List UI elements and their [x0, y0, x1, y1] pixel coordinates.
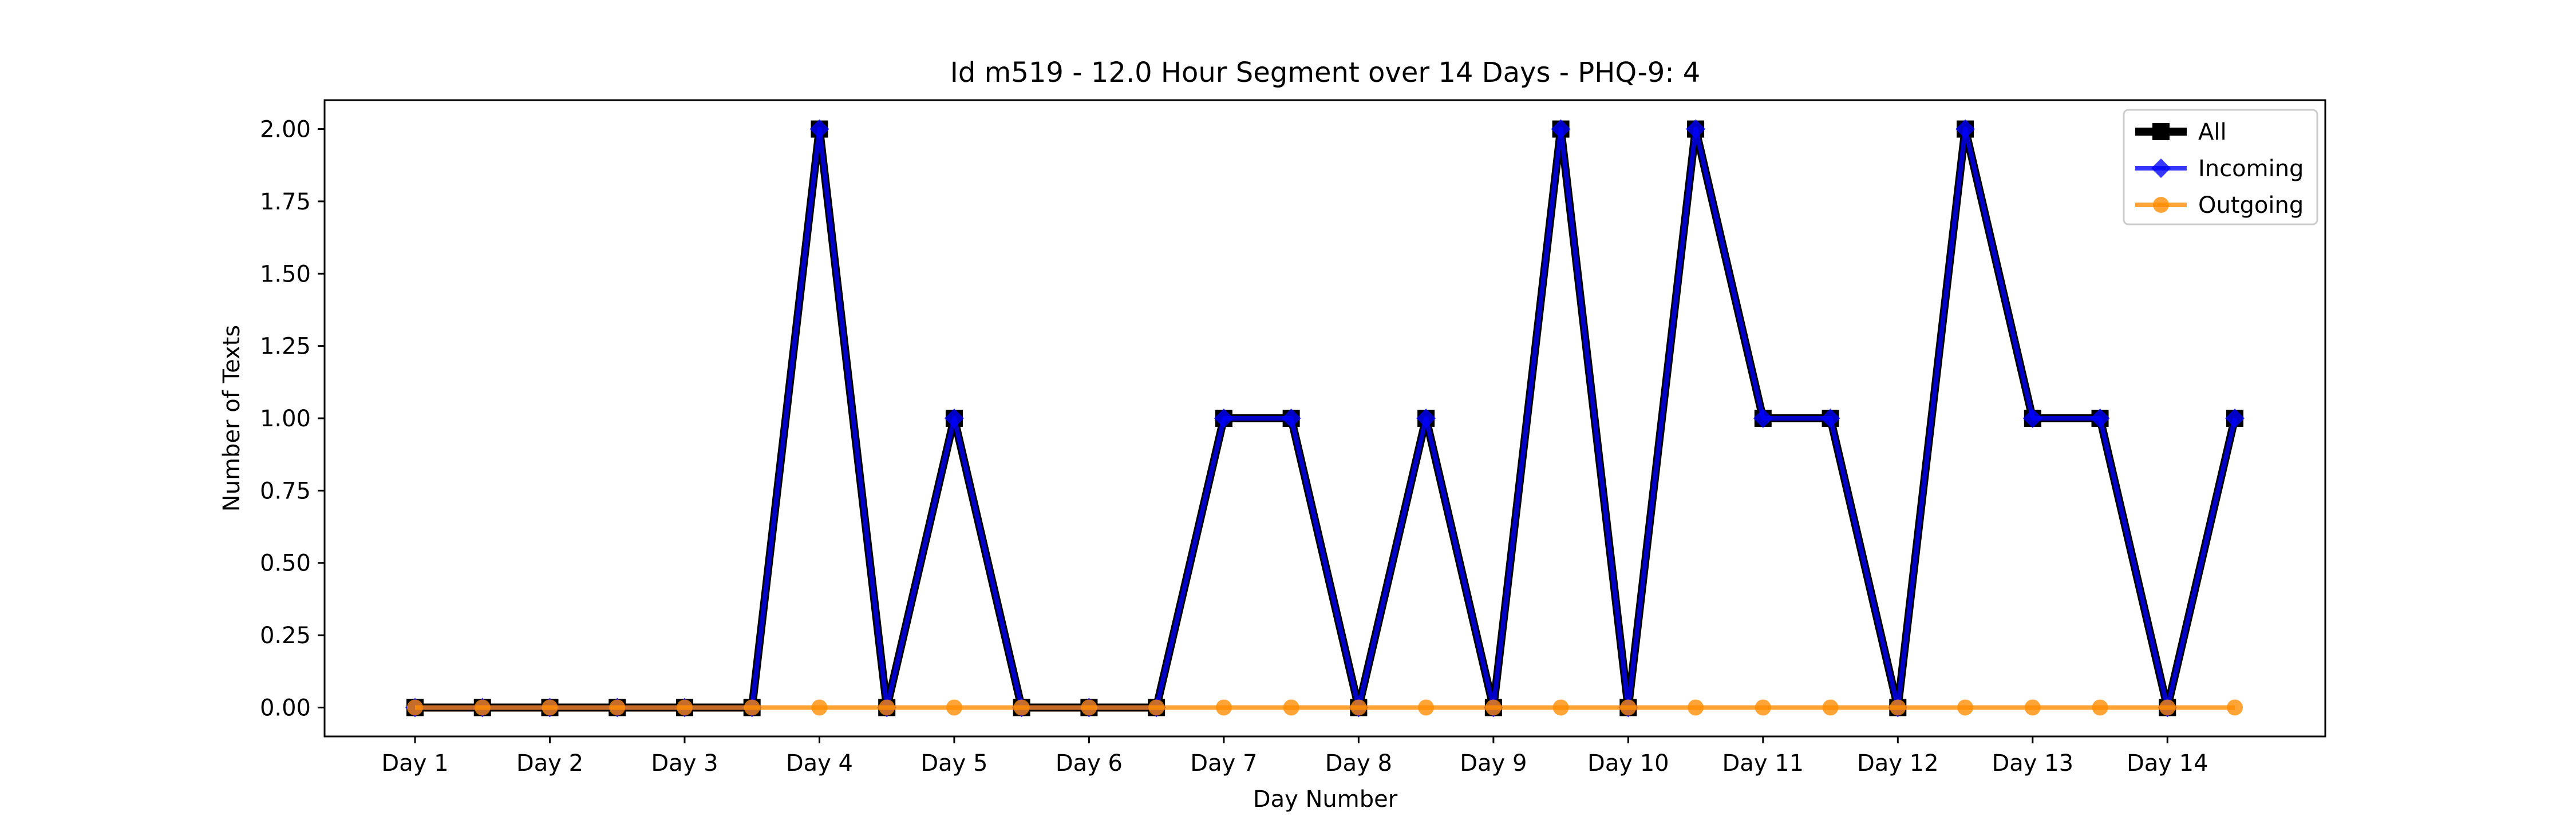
x-tick-label: Day 5: [920, 750, 987, 777]
data-point-outgoing: [744, 699, 760, 716]
y-tick-label: 1.75: [260, 189, 311, 215]
data-point-outgoing: [407, 699, 423, 716]
data-point-incoming: [1281, 409, 1301, 428]
y-tick-label: 1.00: [260, 406, 311, 432]
data-point-outgoing: [676, 699, 693, 716]
data-point-outgoing: [2024, 699, 2041, 716]
y-tick-label: 2.00: [260, 117, 311, 143]
data-point-incoming: [2090, 409, 2110, 428]
y-tick-label: 0.00: [260, 695, 311, 721]
x-tick-label: Day 13: [1992, 750, 2073, 777]
data-point-outgoing: [1890, 699, 1906, 716]
data-point-incoming: [1214, 409, 1234, 428]
data-point-outgoing: [1215, 699, 1232, 716]
x-tick-label: Day 11: [1722, 750, 1804, 777]
legend-box: [2123, 109, 2318, 225]
data-point-outgoing: [609, 699, 626, 716]
series-line-all: [415, 125, 2239, 712]
x-tick-label: Day 14: [2127, 750, 2208, 777]
data-point-incoming: [1686, 119, 1706, 139]
x-tick-label: Day 7: [1190, 750, 1257, 777]
data-point-outgoing: [1620, 699, 1637, 716]
plot-area: 0.00 0.25 0.50 0.75 1.00 1.25 1.50 1.75 2.00 Day …: [260, 99, 2326, 777]
data-point-outgoing: [811, 699, 828, 716]
data-point-incoming: [809, 119, 829, 139]
data-point-incoming: [1753, 409, 1773, 428]
y-tick-label: 1.50: [260, 261, 311, 287]
x-axis-label: Day Number: [1253, 786, 1398, 813]
data-point-outgoing: [542, 699, 558, 716]
legend-marker-outgoing: [2153, 197, 2169, 213]
y-tick-label: 0.75: [260, 478, 311, 504]
y-tick-label: 0.50: [260, 550, 311, 577]
legend-label-incoming: Incoming: [2198, 156, 2304, 182]
data-point-outgoing: [2092, 699, 2108, 716]
data-point-outgoing: [1822, 699, 1839, 716]
x-tick-label: Day 6: [1056, 750, 1123, 777]
x-tick-label: Day 9: [1460, 750, 1527, 777]
data-point-outgoing: [1688, 699, 1704, 716]
data-point-outgoing: [879, 699, 895, 716]
series-line-incoming: [415, 126, 2237, 710]
data-point-outgoing: [1013, 699, 1030, 716]
x-tick-label: Day 1: [381, 750, 448, 777]
data-point-outgoing: [1418, 699, 1435, 716]
x-tick-label: Day 8: [1325, 750, 1392, 777]
data-point-outgoing: [1350, 699, 1367, 716]
data-point-outgoing: [474, 699, 491, 716]
data-point-outgoing: [1485, 699, 1502, 716]
legend-marker-all: [2152, 123, 2170, 140]
data-point-incoming: [944, 409, 964, 428]
data-point-incoming: [1416, 409, 1436, 428]
x-tick-label: Day 12: [1857, 750, 1939, 777]
data-point-outgoing: [1081, 699, 1097, 716]
x-tick-label: Day 2: [516, 750, 583, 777]
y-axis-label: Number of Texts: [219, 325, 245, 512]
data-point-incoming: [2225, 409, 2245, 428]
data-point-outgoing: [2159, 699, 2176, 716]
legend-marker-incoming: [2151, 159, 2171, 178]
data-point-outgoing: [1755, 699, 1771, 716]
data-point-outgoing: [1552, 699, 1569, 716]
data-point-outgoing: [1957, 699, 1974, 716]
legend: All Incoming Outgoing: [2123, 109, 2318, 225]
x-tick-label: Day 4: [786, 750, 853, 777]
legend-label-outgoing: Outgoing: [2198, 192, 2304, 219]
data-point-incoming: [1955, 119, 1976, 139]
data-point-incoming: [1551, 119, 1571, 139]
data-point-incoming: [1820, 409, 1840, 428]
legend-label-all: All: [2198, 119, 2227, 145]
data-point-outgoing: [1283, 699, 1299, 716]
data-point-incoming: [2022, 409, 2042, 428]
data-point-outgoing: [2227, 699, 2243, 716]
chart-title: Id m519 - 12.0 Hour Segment over 14 Days…: [950, 57, 1701, 89]
x-tick-label: Day 10: [1587, 750, 1669, 777]
x-tick-label: Day 3: [651, 750, 718, 777]
data-point-outgoing: [1148, 699, 1165, 716]
data-point-outgoing: [946, 699, 962, 716]
y-tick-label: 0.25: [260, 623, 311, 649]
y-tick-label: 1.25: [260, 334, 311, 360]
